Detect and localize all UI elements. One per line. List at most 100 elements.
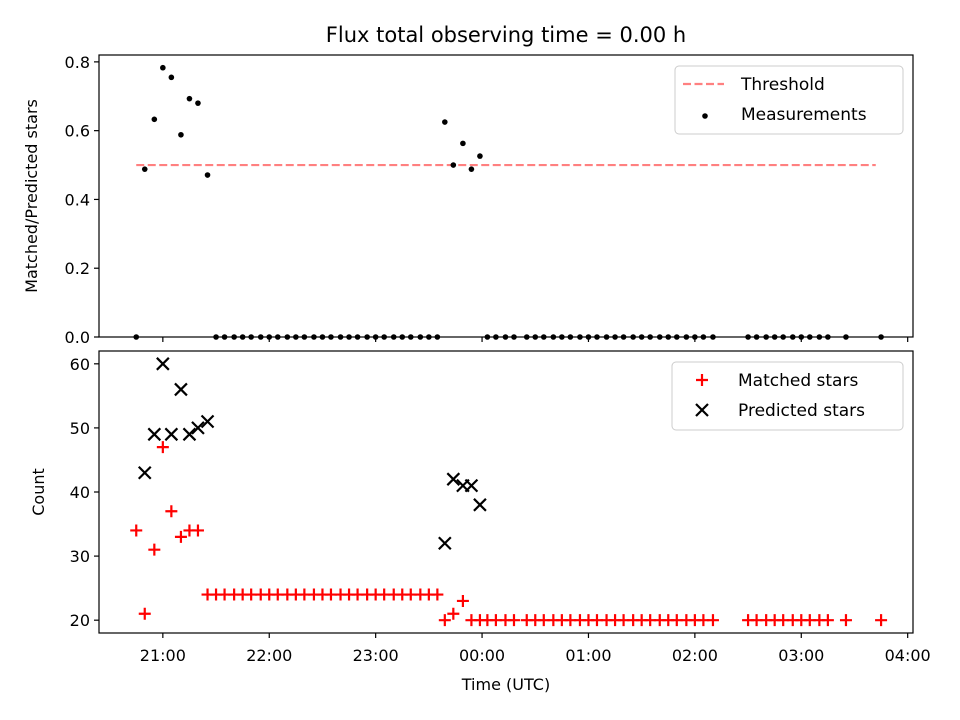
data-point xyxy=(319,334,326,340)
data-point xyxy=(550,334,557,340)
data-point xyxy=(559,334,565,340)
data-point xyxy=(700,334,707,340)
data-point xyxy=(603,334,610,340)
data-point xyxy=(875,614,888,627)
data-point xyxy=(577,334,583,340)
y-tick-label: 0.4 xyxy=(65,190,90,209)
data-point xyxy=(745,334,751,340)
data-point xyxy=(438,536,452,551)
data-point xyxy=(182,427,197,442)
data-point xyxy=(473,498,487,512)
top-panel-ratio-plot: 0.0 0.2 0.4 0.6 0.8 Matched/Predicted stars Th… xyxy=(22,53,914,347)
data-point xyxy=(438,614,451,627)
data-point xyxy=(825,334,831,340)
data-point xyxy=(673,334,680,340)
data-point xyxy=(195,100,201,106)
data-point xyxy=(806,334,813,340)
y-tick-label: 60 xyxy=(70,355,90,374)
x-tick-label: 21:00 xyxy=(140,646,186,665)
series-predicted-stars xyxy=(137,357,487,551)
data-point xyxy=(460,140,466,147)
data-point xyxy=(710,334,716,340)
y-tick-label: 50 xyxy=(70,419,90,438)
data-point xyxy=(257,334,264,340)
data-point xyxy=(683,334,690,340)
data-point xyxy=(137,465,152,480)
data-point xyxy=(248,334,254,340)
data-point xyxy=(816,334,823,340)
data-point xyxy=(191,524,204,537)
legend-label: Measurements xyxy=(741,105,867,125)
y-tick-label: 40 xyxy=(70,483,90,502)
x-tick-label: 04:00 xyxy=(885,646,931,665)
y-tick-label: 0.0 xyxy=(65,328,90,347)
data-point xyxy=(771,334,778,340)
legend: Threshold Measurements xyxy=(674,65,904,135)
y-tick-label: 0.6 xyxy=(65,122,90,141)
data-point xyxy=(656,334,663,340)
data-point xyxy=(346,334,352,340)
legend-box xyxy=(671,361,904,431)
data-point xyxy=(372,334,379,340)
data-point xyxy=(151,116,158,123)
data-point xyxy=(381,334,387,340)
y-tick-label: 0.2 xyxy=(65,259,90,278)
x-tick-label: 02:00 xyxy=(672,646,718,665)
data-point xyxy=(130,524,143,537)
data-point xyxy=(174,530,187,543)
chart-title: Flux total observing time = 0.00 h xyxy=(326,23,686,47)
data-point xyxy=(191,421,205,435)
legend-key xyxy=(696,374,708,386)
data-point xyxy=(540,334,547,340)
data-point xyxy=(468,166,475,172)
data-point xyxy=(138,607,151,620)
y-tick-label: 20 xyxy=(70,611,90,630)
data-point xyxy=(133,334,140,340)
data-point xyxy=(301,334,308,340)
data-point xyxy=(390,334,397,340)
data-point xyxy=(493,334,499,340)
data-point xyxy=(477,153,483,159)
data-point xyxy=(239,334,246,340)
legend-label: Predicted stars xyxy=(738,401,865,421)
series-matched-stars xyxy=(130,441,888,627)
data-point xyxy=(221,334,228,340)
data-point xyxy=(364,334,370,340)
data-point xyxy=(630,334,636,340)
data-point xyxy=(839,614,852,627)
data-point xyxy=(447,607,460,620)
legend-label: Threshold xyxy=(740,75,825,95)
data-point xyxy=(507,614,520,627)
data-point xyxy=(753,334,760,340)
data-point xyxy=(186,95,193,102)
data-point xyxy=(456,594,469,607)
data-point xyxy=(328,334,334,340)
data-point xyxy=(266,334,273,340)
data-point xyxy=(417,334,424,340)
x-tick-label: 23:00 xyxy=(353,646,399,665)
data-point xyxy=(692,334,698,340)
data-point xyxy=(231,334,237,340)
series-measurements xyxy=(133,64,884,340)
y-tick-label: 0.8 xyxy=(65,53,90,72)
data-point xyxy=(647,334,653,340)
data-point xyxy=(354,334,361,340)
data-point xyxy=(878,334,884,340)
data-point xyxy=(780,334,786,340)
x-tick-label: 22:00 xyxy=(246,646,292,665)
data-point xyxy=(594,334,600,340)
data-point xyxy=(511,334,517,340)
data-point xyxy=(446,472,461,486)
legend-key xyxy=(695,403,709,417)
data-point xyxy=(200,414,215,429)
legend-box xyxy=(674,65,904,135)
data-point xyxy=(450,162,457,168)
data-point xyxy=(585,334,592,340)
data-point xyxy=(789,334,796,340)
data-point xyxy=(638,334,645,340)
data-point xyxy=(431,588,444,601)
data-point xyxy=(532,334,539,340)
data-point xyxy=(160,64,166,71)
data-point xyxy=(178,131,184,138)
